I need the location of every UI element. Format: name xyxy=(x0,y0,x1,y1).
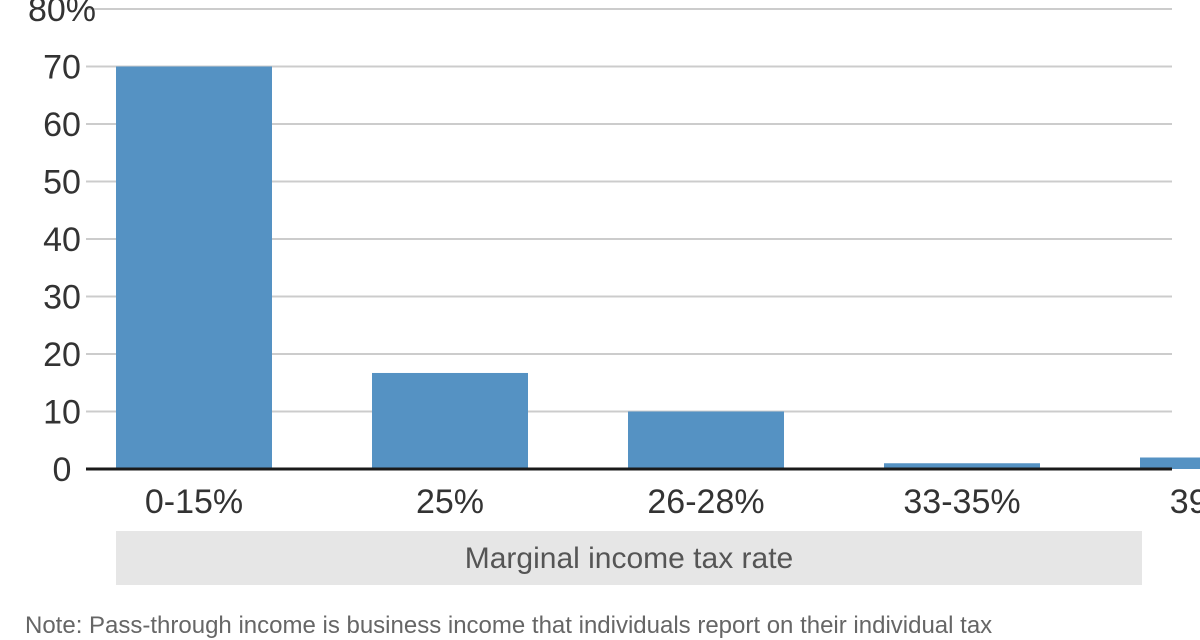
y-tick-label: 60 xyxy=(43,106,81,144)
x-axis-category-labels: 0-15% 25% 26-28% 33-35% 39.6% xyxy=(145,483,1200,521)
x-category-label: 39.6% xyxy=(1170,483,1200,521)
bar xyxy=(372,372,528,469)
y-tick-label: 10 xyxy=(43,394,81,432)
bar xyxy=(628,411,784,469)
y-tick-label: 20 xyxy=(43,336,81,374)
y-tick-label: 30 xyxy=(43,279,81,317)
y-tick-label: 50 xyxy=(43,164,81,202)
y-tick-label: 0 xyxy=(53,451,72,489)
x-category-label: 0-15% xyxy=(145,483,243,521)
bars xyxy=(116,66,1200,469)
x-axis-title: Marginal income tax rate xyxy=(465,542,793,575)
bar xyxy=(116,66,272,469)
x-category-label: 26-28% xyxy=(647,483,764,521)
y-tick-label: 80% xyxy=(28,0,96,29)
x-axis-title-band xyxy=(116,531,1142,585)
chart-note: Note: Pass-through income is business in… xyxy=(25,612,993,639)
y-tick-label: 70 xyxy=(43,49,81,87)
x-category-label: 33-35% xyxy=(903,483,1020,521)
y-axis-tick-labels: 0 10 20 30 40 50 60 70 80% xyxy=(28,0,96,489)
y-tick-label: 40 xyxy=(43,221,81,259)
bar xyxy=(884,463,1040,469)
bar xyxy=(1140,457,1200,469)
x-category-label: 25% xyxy=(416,483,484,521)
